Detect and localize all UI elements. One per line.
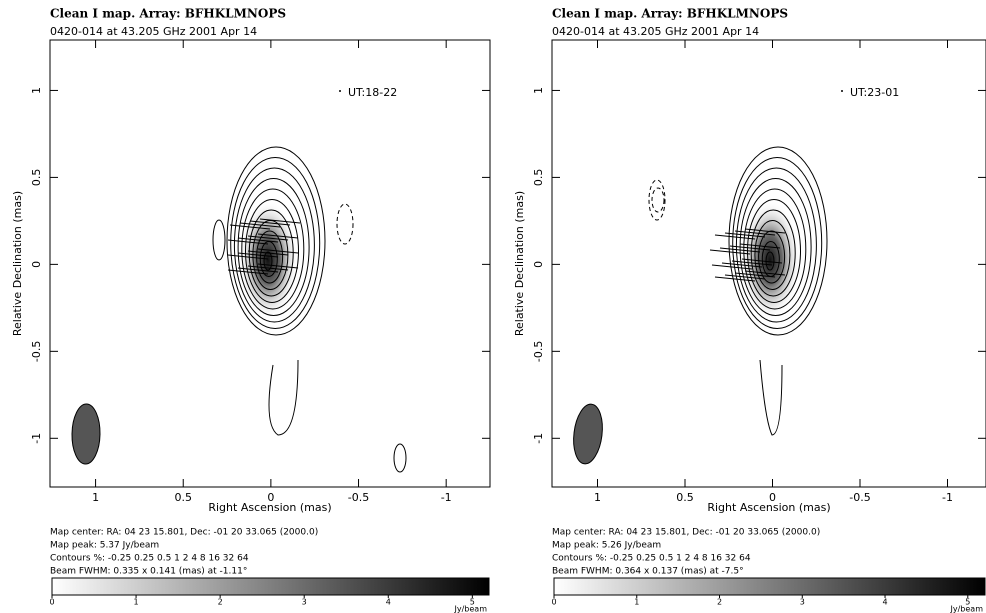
- colorbar-tick-label: 2: [218, 598, 223, 607]
- colorbar-tick-label: 0: [49, 598, 54, 607]
- colorbar-tick-label: 3: [800, 598, 805, 607]
- footer-line: Contours %: -0.25 0.25 0.5 1 2 4 8 16 32…: [50, 554, 249, 564]
- subtitle: 0420-014 at 43.205 GHz 2001 Apr 14: [552, 25, 759, 38]
- footer-line: Map center: RA: 04 23 15.801, Dec: -01 2…: [552, 528, 820, 538]
- colorbar-tick-label: 0: [551, 598, 556, 607]
- y-tick-label: -0.5: [532, 341, 545, 362]
- contour: [652, 188, 664, 212]
- y-tick-label: -1: [30, 433, 43, 444]
- subtitle: 0420-014 at 43.205 GHz 2001 Apr 14: [50, 25, 257, 38]
- x-tick-label: -1: [942, 491, 953, 504]
- y-axis-label: Relative Declination (mas): [11, 191, 24, 336]
- x-tick-label: -0.5: [348, 491, 369, 504]
- footer-line: Map center: RA: 04 23 15.801, Dec: -01 2…: [50, 528, 318, 538]
- x-tick-label: -0.5: [849, 491, 870, 504]
- footer-line: Contours %: -0.25 0.25 0.5 1 2 4 8 16 32…: [552, 554, 751, 564]
- beam: [570, 403, 605, 466]
- contour: [337, 204, 353, 244]
- colorbar-label: Jy/beam: [454, 605, 488, 613]
- contour: [213, 220, 225, 260]
- title: Clean I map. Array: BFHKLMNOPS: [50, 7, 286, 21]
- y-tick-label: -1: [532, 433, 545, 444]
- ut-marker: [841, 90, 843, 92]
- footer-line: Map peak: 5.37 Jy/beam: [50, 541, 159, 551]
- y-tick-label: 0: [532, 261, 545, 268]
- beam: [71, 404, 100, 464]
- footer-line: Map peak: 5.26 Jy/beam: [552, 541, 661, 551]
- ut-label: UT:18-22: [348, 86, 397, 99]
- x-tick-label: -1: [441, 491, 452, 504]
- colorbar-label: Jy/beam: [950, 605, 984, 613]
- contour: [269, 360, 298, 435]
- footer-line: Beam FWHM: 0.364 x 0.137 (mas) at -7.5°: [552, 567, 744, 577]
- y-tick-label: 0: [30, 261, 43, 268]
- y-tick-label: -0.5: [30, 341, 43, 362]
- title: Clean I map. Array: BFHKLMNOPS: [552, 7, 788, 21]
- colorbar-tick-label: 4: [882, 598, 887, 607]
- colorbar-tick-label: 1: [134, 598, 139, 607]
- colorbar: [554, 578, 985, 595]
- x-axis-label: Right Ascension (mas): [208, 501, 331, 514]
- contour: [649, 180, 665, 220]
- footer-line: Beam FWHM: 0.335 x 0.141 (mas) at -1.11°: [50, 567, 247, 577]
- colorbar-tick-label: 3: [302, 598, 307, 607]
- colorbar-tick-label: 1: [634, 598, 639, 607]
- contour: [760, 360, 782, 435]
- x-tick-label: 1: [594, 491, 601, 504]
- figure: Clean I map. Array: BFHKLMNOPS 0420-014 a…: [0, 0, 986, 613]
- colorbar-tick-label: 2: [717, 598, 722, 607]
- colorbar: [52, 578, 489, 595]
- y-tick-label: 1: [30, 87, 43, 94]
- y-tick-label: 0.5: [30, 169, 43, 187]
- ut-marker: [339, 90, 341, 92]
- y-tick-label: 1: [532, 87, 545, 94]
- ut-label: UT:23-01: [850, 86, 899, 99]
- x-axis-label: Right Ascension (mas): [707, 501, 830, 514]
- panel: Clean I map. Array: BFHKLMNOPS 0420-014 a…: [513, 7, 986, 613]
- x-tick-label: 1: [92, 491, 99, 504]
- y-tick-label: 0.5: [532, 169, 545, 187]
- contour: [394, 444, 406, 472]
- colorbar-tick-label: 4: [386, 598, 391, 607]
- panel: Clean I map. Array: BFHKLMNOPS 0420-014 a…: [11, 7, 490, 613]
- x-tick-label: 0.5: [676, 491, 694, 504]
- y-axis-label: Relative Declination (mas): [513, 191, 526, 336]
- x-tick-label: 0.5: [174, 491, 192, 504]
